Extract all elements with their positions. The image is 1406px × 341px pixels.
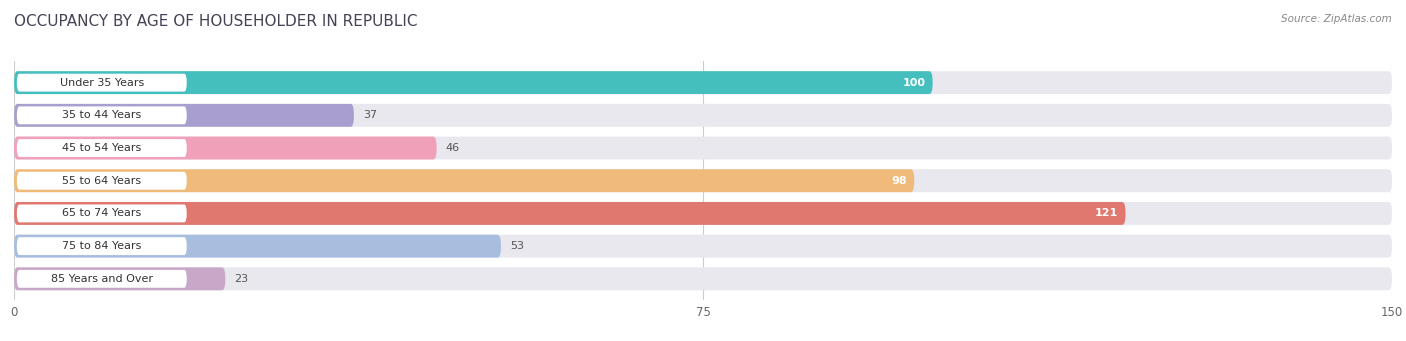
Text: 53: 53 xyxy=(510,241,524,251)
Text: 98: 98 xyxy=(891,176,907,186)
FancyBboxPatch shape xyxy=(17,106,187,124)
FancyBboxPatch shape xyxy=(14,267,225,290)
Text: Source: ZipAtlas.com: Source: ZipAtlas.com xyxy=(1281,14,1392,24)
FancyBboxPatch shape xyxy=(17,205,187,222)
FancyBboxPatch shape xyxy=(14,104,354,127)
FancyBboxPatch shape xyxy=(17,237,187,255)
Text: 85 Years and Over: 85 Years and Over xyxy=(51,274,153,284)
FancyBboxPatch shape xyxy=(14,169,1392,192)
FancyBboxPatch shape xyxy=(17,74,187,92)
FancyBboxPatch shape xyxy=(14,71,1392,94)
Text: 65 to 74 Years: 65 to 74 Years xyxy=(62,208,142,219)
Text: 37: 37 xyxy=(363,110,377,120)
FancyBboxPatch shape xyxy=(14,235,501,257)
Text: 45 to 54 Years: 45 to 54 Years xyxy=(62,143,142,153)
FancyBboxPatch shape xyxy=(14,137,1392,160)
FancyBboxPatch shape xyxy=(14,202,1392,225)
Text: 55 to 64 Years: 55 to 64 Years xyxy=(62,176,142,186)
FancyBboxPatch shape xyxy=(14,267,1392,290)
FancyBboxPatch shape xyxy=(17,139,187,157)
FancyBboxPatch shape xyxy=(14,104,1392,127)
Text: 100: 100 xyxy=(903,78,925,88)
FancyBboxPatch shape xyxy=(14,202,1126,225)
FancyBboxPatch shape xyxy=(17,270,187,288)
Text: 75 to 84 Years: 75 to 84 Years xyxy=(62,241,142,251)
Text: 35 to 44 Years: 35 to 44 Years xyxy=(62,110,142,120)
Text: Under 35 Years: Under 35 Years xyxy=(59,78,143,88)
FancyBboxPatch shape xyxy=(14,235,1392,257)
Text: 121: 121 xyxy=(1095,208,1118,219)
Text: 46: 46 xyxy=(446,143,460,153)
FancyBboxPatch shape xyxy=(14,71,932,94)
Text: OCCUPANCY BY AGE OF HOUSEHOLDER IN REPUBLIC: OCCUPANCY BY AGE OF HOUSEHOLDER IN REPUB… xyxy=(14,14,418,29)
FancyBboxPatch shape xyxy=(17,172,187,190)
FancyBboxPatch shape xyxy=(14,169,914,192)
FancyBboxPatch shape xyxy=(14,137,437,160)
Text: 23: 23 xyxy=(235,274,249,284)
